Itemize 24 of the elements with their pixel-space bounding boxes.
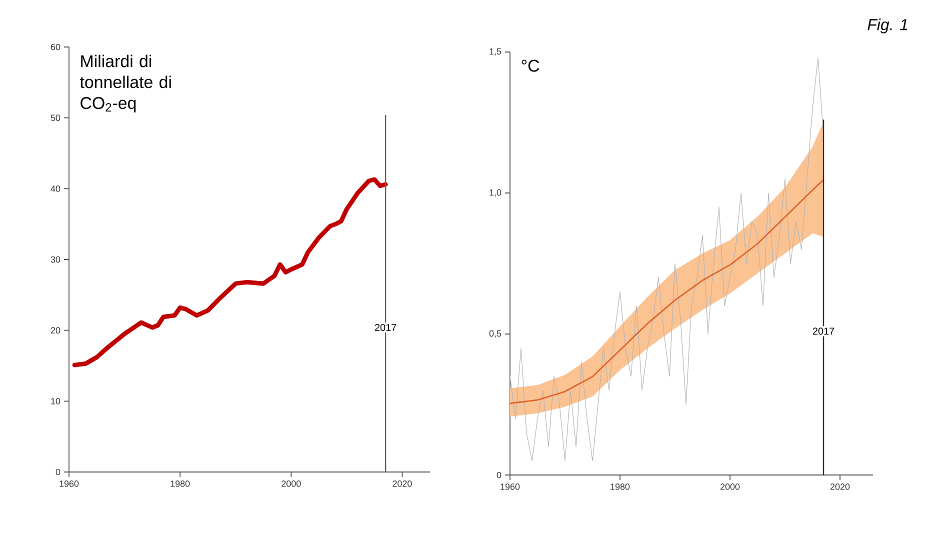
- ref-line-label: 2017: [374, 324, 396, 332]
- ref-line-label: 2017: [812, 328, 834, 335]
- y-tick-label: 1,5: [490, 48, 502, 56]
- x-tick-label: 2020: [830, 484, 850, 490]
- x-tick-label: 2000: [720, 484, 740, 490]
- x-tick-label: 1960: [60, 480, 79, 487]
- y-tick-label: 0: [56, 468, 60, 476]
- caption: Fig. 1: [868, 18, 908, 34]
- y-tick-label: 30: [50, 256, 60, 263]
- x-tick-label: 1980: [610, 484, 630, 490]
- x-tick-label: 1960: [500, 484, 520, 490]
- y-tick-label: 20: [50, 327, 60, 334]
- y-tick-label: 10: [51, 398, 60, 404]
- y-tick-label: 0,5: [489, 330, 502, 338]
- y-tick-label: 40: [50, 185, 60, 192]
- y-tick-label: 0: [496, 472, 502, 478]
- y-axis-title: Miliardi di tonnellate di CO$_{2}$-eq: [80, 54, 171, 112]
- x-tick-label: 2000: [282, 480, 301, 487]
- x-tick-label: 2020: [392, 480, 412, 487]
- y-tick-label: 50: [50, 114, 60, 122]
- y-tick-label: 1,0: [490, 189, 502, 197]
- y-tick-label: 60: [50, 44, 60, 50]
- x-tick-label: 1980: [170, 480, 190, 487]
- y-axis-title: °C: [522, 60, 540, 72]
